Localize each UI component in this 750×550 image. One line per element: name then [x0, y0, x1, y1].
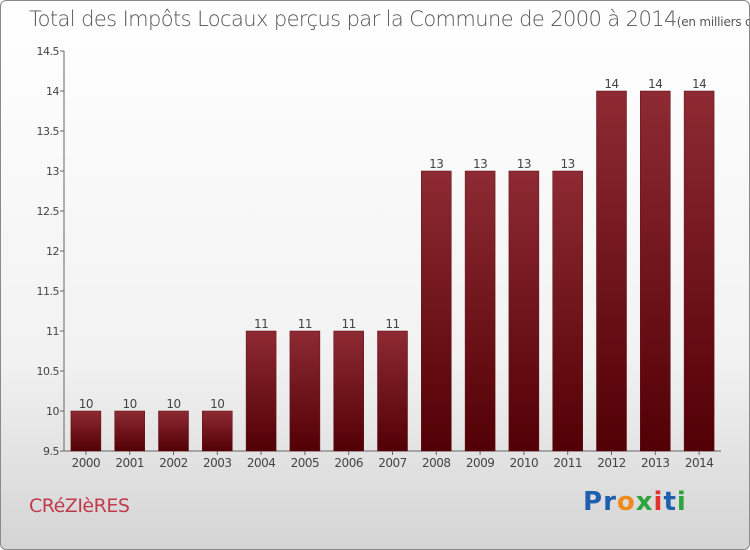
logo-letter: o — [616, 487, 636, 517]
bar-2003 — [202, 410, 233, 452]
x-tick-label: 2000 — [72, 456, 101, 470]
chart-title: Total des Impôts Locaux perçus par la Co… — [29, 7, 749, 31]
y-tick-label: 13.5 — [37, 125, 60, 138]
chart-title-main: Total des Impôts Locaux perçus par la Co… — [29, 7, 677, 31]
bar-2008 — [421, 170, 452, 452]
y-tick-label: 13 — [46, 165, 59, 178]
x-tick-label: 2008 — [422, 456, 451, 470]
y-tick-label: 14 — [46, 85, 59, 98]
bar-value-label: 13 — [561, 157, 575, 171]
y-tick-label: 12.5 — [37, 205, 60, 218]
y-tick-label: 10.5 — [37, 365, 60, 378]
x-tick-label: 2006 — [334, 456, 363, 470]
bar-2005 — [289, 330, 321, 452]
bar-2004 — [245, 330, 277, 452]
x-tick-label: 2012 — [597, 456, 626, 470]
bar-value-label: 10 — [210, 397, 224, 411]
proxiti-logo[interactable]: Proxiti — [583, 487, 687, 517]
x-tick-label: 2009 — [466, 456, 495, 470]
y-tick-label: 11 — [46, 325, 59, 338]
bar-value-label: 10 — [166, 397, 180, 411]
y-tick-label: 9.5 — [43, 445, 59, 458]
x-tick-label: 2007 — [378, 456, 407, 470]
commune-name: CRéZIèRES — [29, 495, 130, 517]
chart-labels: 10 2000 10 2001 10 2002 10 2003 11 2004 11 2005 11 20… — [72, 77, 714, 470]
bar-value-label: 13 — [429, 157, 443, 171]
logo-letter: i — [676, 487, 687, 517]
y-tick-label: 12 — [46, 245, 59, 258]
bar-2011 — [552, 170, 583, 452]
bar-value-label: 13 — [473, 157, 487, 171]
chart-axes: 9.5 10 10.5 11 11.5 12 12.5 13 13.5 14 14.5 — [37, 45, 721, 458]
y-tick-label: 14.5 — [37, 45, 60, 58]
bar-2013 — [640, 90, 671, 452]
bar-value-label: 11 — [298, 317, 312, 331]
bar-value-label: 14 — [604, 77, 618, 91]
bar-2009 — [464, 170, 496, 452]
logo-letter: P — [583, 487, 604, 517]
bar-value-label: 11 — [254, 317, 268, 331]
logo-letter: t — [663, 487, 677, 517]
logo-letter: i — [653, 487, 664, 517]
bar-2014 — [683, 90, 715, 452]
bar-2010 — [508, 170, 540, 452]
bar-2000 — [70, 410, 102, 452]
x-tick-label: 2014 — [685, 456, 714, 470]
bar-2001 — [114, 410, 145, 452]
x-tick-label: 2011 — [553, 456, 582, 470]
logo-letter: x — [635, 487, 654, 517]
chart-bars — [70, 90, 715, 452]
x-tick-label: 2005 — [291, 456, 320, 470]
x-tick-label: 2004 — [247, 456, 276, 470]
bar-value-label: 10 — [123, 397, 137, 411]
bar-value-label: 11 — [385, 317, 399, 331]
bar-value-label: 14 — [692, 77, 706, 91]
x-tick-label: 2013 — [641, 456, 670, 470]
x-tick-label: 2001 — [115, 456, 144, 470]
bar-value-label: 10 — [79, 397, 93, 411]
y-tick-label: 10 — [46, 405, 59, 418]
x-tick-label: 2010 — [510, 456, 539, 470]
x-tick-label: 2002 — [159, 456, 188, 470]
bar-2002 — [158, 410, 189, 452]
bar-2012 — [596, 90, 627, 452]
bar-value-label: 11 — [342, 317, 356, 331]
y-tick-label: 11.5 — [37, 285, 60, 298]
logo-letter: r — [603, 487, 617, 517]
x-tick-label: 2003 — [203, 456, 232, 470]
bar-2006 — [333, 330, 364, 452]
bar-value-label: 14 — [648, 77, 662, 91]
bar-value-label: 13 — [517, 157, 531, 171]
bar-2007 — [377, 330, 408, 452]
chart-title-unit: (en milliers d'€) — [676, 15, 749, 29]
